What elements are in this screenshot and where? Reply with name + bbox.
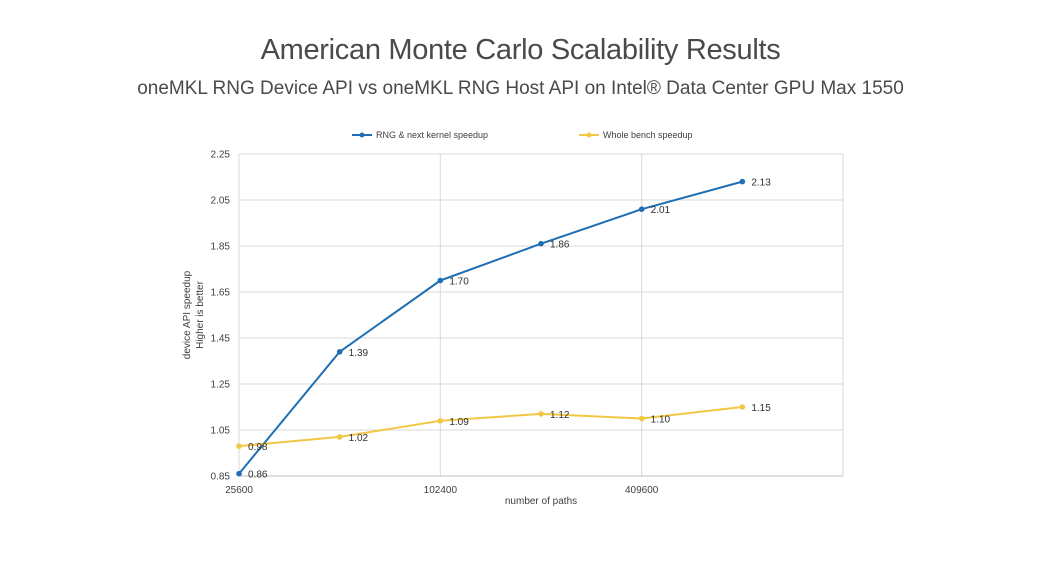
data-label: 1.02 (349, 433, 369, 444)
data-label: 1.10 (651, 415, 671, 426)
series-line-2 (238, 406, 743, 448)
y-axis-label: device API speedup (182, 270, 193, 359)
data-point (538, 411, 544, 417)
data-point (236, 443, 242, 449)
data-label: 1.15 (751, 403, 771, 414)
data-label: 1.86 (550, 240, 570, 251)
legend-label: Whole bench speedup (603, 130, 693, 140)
legend-swatch-marker (586, 132, 592, 138)
x-tick-label: 409600 (625, 485, 659, 496)
data-point (739, 178, 746, 185)
data-label: 2.01 (651, 205, 671, 216)
data-label: 1.09 (449, 417, 469, 428)
data-label: 1.70 (449, 277, 469, 288)
x-tick-label: 25600 (225, 485, 253, 496)
data-point (538, 240, 544, 247)
series-line-1 (238, 180, 743, 475)
y-tick-label: 1.05 (211, 426, 231, 437)
data-point (336, 349, 343, 355)
y-tick-label: 1.85 (211, 242, 231, 253)
y-tick-label: 1.65 (211, 288, 231, 299)
legend-label: RNG & next kernel speedup (376, 130, 488, 140)
data-point (336, 434, 343, 440)
data-point (638, 415, 645, 422)
chart-subtitle: oneMKL RNG Device API vs oneMKL RNG Host… (137, 78, 904, 99)
data-point (437, 277, 444, 284)
data-point (739, 404, 746, 410)
data-label: 1.12 (550, 410, 570, 421)
data-point (437, 418, 444, 424)
y-tick-label: 1.45 (211, 334, 231, 345)
x-tick-label: 102400 (424, 485, 458, 496)
y-tick-label: 1.25 (211, 380, 231, 391)
y-tick-label: 2.25 (211, 150, 231, 161)
legend-swatch-marker (359, 132, 365, 138)
x-axis-label: number of paths (505, 496, 577, 507)
data-label: 0.86 (248, 470, 268, 481)
data-label: 1.39 (349, 348, 369, 359)
data-label: 2.13 (751, 178, 771, 189)
y-axis-sublabel: Higher is better (195, 280, 206, 348)
chart-title: American Monte Carlo Scalability Results (260, 34, 781, 66)
data-point (638, 206, 645, 212)
y-tick-label: 0.85 (211, 472, 231, 483)
y-tick-label: 2.05 (211, 196, 231, 207)
data-point (236, 470, 242, 477)
data-label: 0.98 (248, 442, 268, 453)
